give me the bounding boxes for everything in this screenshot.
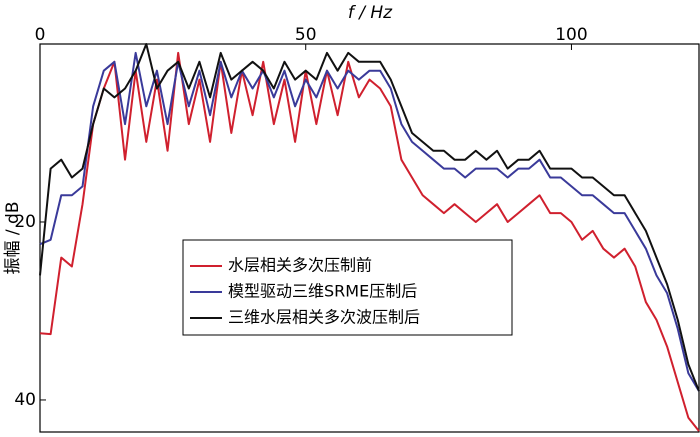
y-tick-label: 40 <box>14 390 36 410</box>
y-axis-label: 振幅 / dB <box>3 202 23 275</box>
x-tick-label: 100 <box>555 25 587 45</box>
data-line <box>39 51 700 432</box>
legend-label: 水层相关多次压制前 <box>228 256 372 275</box>
data-line <box>39 51 700 392</box>
legend-box <box>182 239 513 336</box>
legend-label: 三维水层相关多次波压制后 <box>228 308 420 327</box>
data-line <box>39 43 700 392</box>
plot-frame <box>39 43 700 433</box>
legend-label: 模型驱动三维SRME压制后 <box>228 282 417 301</box>
x-tick-label: 0 <box>35 25 46 45</box>
x-axis-label: f / Hz <box>348 3 393 23</box>
y-tick-label: 20 <box>14 212 36 232</box>
x-tick-label: 50 <box>295 25 317 45</box>
